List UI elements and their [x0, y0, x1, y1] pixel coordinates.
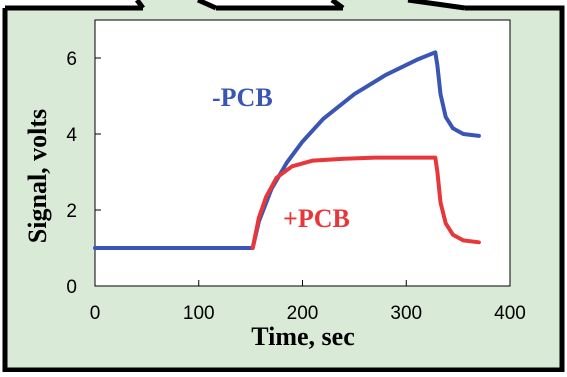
y-axis-label: Signal, volts [23, 109, 52, 243]
x-tick-label: 400 [494, 303, 526, 324]
callout-tail-left [135, 0, 145, 10]
callout-border [2, 5, 565, 373]
series-label-minus-pcb: -PCB [212, 83, 273, 112]
x-tick-label: 300 [390, 303, 422, 324]
x-tick-label: 200 [287, 303, 319, 324]
y-tick-label: 6 [66, 49, 77, 70]
series-group [93, 50, 481, 250]
series-line-plus-pcb [250, 155, 481, 250]
series-line-minus-pcb [93, 50, 481, 250]
callout-tail-mid-left [196, 0, 218, 11]
y-tick-label: 2 [66, 201, 77, 222]
x-axis-label: Time, sec [251, 322, 355, 351]
callout-tail-right [407, 0, 466, 11]
x-tick-label: 0 [90, 303, 101, 324]
series-label-plus-pcb: +PCB [283, 204, 350, 233]
y-tick-label: 0 [66, 277, 77, 298]
plot-area [94, 19, 511, 287]
y-tick-label: 4 [66, 125, 77, 146]
axes: 0 2 4 6 0 100 200 300 400 [66, 49, 525, 324]
x-tick-label: 100 [183, 303, 215, 324]
callout-tail-mid-right [330, 0, 345, 11]
